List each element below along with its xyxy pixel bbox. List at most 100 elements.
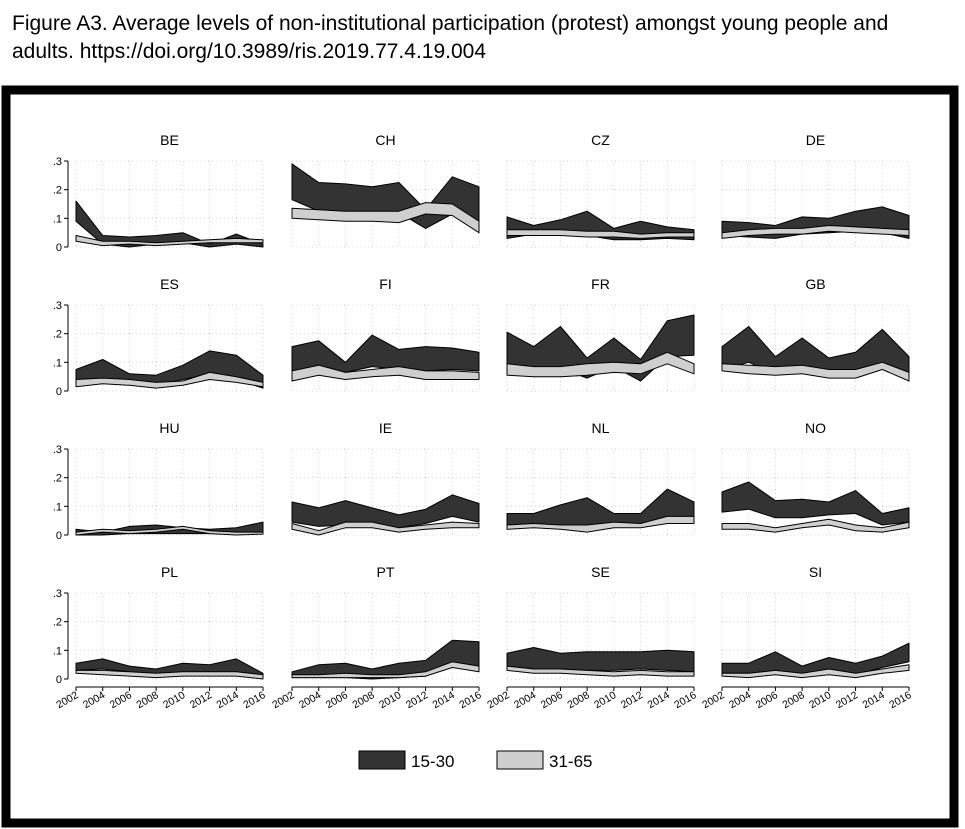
band-31-65 xyxy=(721,225,910,239)
legend-label-young: 15-30 xyxy=(411,752,454,771)
x-tick-label: 2008 xyxy=(780,689,806,711)
x-tick-label: 2014 xyxy=(861,689,887,711)
panel-title: PT xyxy=(377,564,395,580)
y-tick-label: 0 xyxy=(56,242,62,254)
y-tick-label: .3 xyxy=(53,300,62,312)
x-tick-label: 2012 xyxy=(188,689,214,711)
band-31-65 xyxy=(75,669,264,680)
x-tick-label: 2010 xyxy=(377,689,403,711)
x-tick-label: 2008 xyxy=(134,689,160,711)
x-tick-label: 2008 xyxy=(565,689,591,711)
panel-title: FI xyxy=(379,276,391,292)
figure-caption: Figure A3. Average levels of non-institu… xyxy=(12,12,889,63)
band-15-30 xyxy=(506,647,695,673)
x-tick-label: 2004 xyxy=(727,689,753,711)
y-tick-label: 0 xyxy=(56,530,62,542)
panel-title: HU xyxy=(159,420,179,436)
panel-es: ES 0 .1 .2 .3 xyxy=(53,276,264,398)
panel-pt: PT 2002 2004 2006 2008 2010 2012 2014 2016 xyxy=(270,564,483,711)
panel-title: CH xyxy=(375,132,395,148)
x-tick-label: 2012 xyxy=(834,689,860,711)
y-tick-label: .2 xyxy=(53,185,62,197)
x-tick-label: 2004 xyxy=(512,689,538,711)
y-tick-label: .1 xyxy=(53,357,62,369)
x-tick-label: 2016 xyxy=(887,689,913,711)
panel-si: SI 2002 2004 2006 2008 2010 2012 2014 2016 xyxy=(700,564,913,711)
panel-ie: IE xyxy=(291,420,480,536)
x-tick-label: 2006 xyxy=(539,689,565,711)
x-tick-label: 2010 xyxy=(807,689,833,711)
x-tick-label: 2014 xyxy=(646,689,672,711)
panel-cz: CZ xyxy=(506,132,695,248)
x-tick-label: 2006 xyxy=(324,689,350,711)
band-31-65 xyxy=(506,665,695,677)
band-31-65 xyxy=(75,525,264,536)
x-tick-label: 2006 xyxy=(754,689,780,711)
panel-no: NO xyxy=(721,420,910,536)
legend-label-adult: 31-65 xyxy=(549,752,592,771)
panel-title: IE xyxy=(379,420,392,436)
x-tick-label: 2006 xyxy=(108,689,134,711)
panel-title: BE xyxy=(160,132,179,148)
panel-fi: FI xyxy=(291,276,480,392)
panel-nl: NL xyxy=(506,420,695,536)
panel-fr: FR xyxy=(506,276,695,392)
panels-group: BE 0 .1 .2 .3 CH CZ DE ES 0 .1 .2 .3 FI FR GB HU 0 .1 .2 .3 I… xyxy=(53,132,914,711)
panel-title: SE xyxy=(591,564,610,580)
panel-gb: GB xyxy=(721,276,910,392)
y-tick-label: .3 xyxy=(53,588,62,600)
y-tick-label: .1 xyxy=(53,645,62,657)
x-tick-label: 2014 xyxy=(215,689,241,711)
band-15-30 xyxy=(721,481,910,526)
x-tick-label: 2008 xyxy=(350,689,376,711)
x-tick-label: 2004 xyxy=(81,689,107,711)
panel-title: NL xyxy=(592,420,610,436)
legend-swatch-adult xyxy=(496,750,544,770)
panel-title: GB xyxy=(805,276,825,292)
y-tick-label: 0 xyxy=(56,386,62,398)
band-31-65 xyxy=(721,518,910,533)
panel-de: DE xyxy=(721,132,910,248)
panel-title: CZ xyxy=(591,132,610,148)
x-tick-label: 2002 xyxy=(700,689,726,711)
y-tick-label: .2 xyxy=(53,329,62,341)
panel-se: SE 2002 2004 2006 2008 2010 2012 2014 2016 xyxy=(485,564,698,711)
panel-title: DE xyxy=(806,132,825,148)
legend-swatch-young xyxy=(358,750,406,770)
band-31-65 xyxy=(721,361,910,382)
band-15-30 xyxy=(291,639,480,680)
x-tick-label: 2016 xyxy=(672,689,698,711)
x-tick-label: 2004 xyxy=(297,689,323,711)
band-31-65 xyxy=(291,521,480,536)
panel-title: PL xyxy=(161,564,178,580)
x-tick-label: 2002 xyxy=(54,689,80,711)
band-31-65 xyxy=(75,235,264,247)
panel-be: BE 0 .1 .2 .3 xyxy=(53,132,264,254)
x-tick-label: 2016 xyxy=(457,689,483,711)
panel-ch: CH xyxy=(291,132,480,248)
x-tick-label: 2016 xyxy=(241,689,267,711)
band-31-65 xyxy=(291,364,480,382)
y-tick-label: .1 xyxy=(53,501,62,513)
x-tick-label: 2012 xyxy=(619,689,645,711)
band-31-65 xyxy=(75,371,264,389)
y-tick-label: .2 xyxy=(53,617,62,629)
x-tick-label: 2012 xyxy=(404,689,430,711)
figure-frame xyxy=(1,85,959,828)
x-tick-label: 2010 xyxy=(161,689,187,711)
band-31-65 xyxy=(721,664,910,679)
x-tick-label: 2010 xyxy=(592,689,618,711)
panel-title: NO xyxy=(805,420,826,436)
band-31-65 xyxy=(291,202,480,234)
panel-title: ES xyxy=(160,276,179,292)
band-31-65 xyxy=(506,515,695,533)
y-tick-label: .3 xyxy=(53,444,62,456)
panel-title: SI xyxy=(809,564,822,580)
panel-hu: HU 0 .1 .2 .3 xyxy=(53,420,264,542)
x-tick-label: 2014 xyxy=(431,689,457,711)
band-31-65 xyxy=(506,229,695,239)
band-31-65 xyxy=(291,661,480,679)
y-tick-label: .2 xyxy=(53,473,62,485)
panel-pl: PL 0 .1 .2 .3 2002 2004 2006 2008 2010 2012 2014 201… xyxy=(53,564,268,711)
